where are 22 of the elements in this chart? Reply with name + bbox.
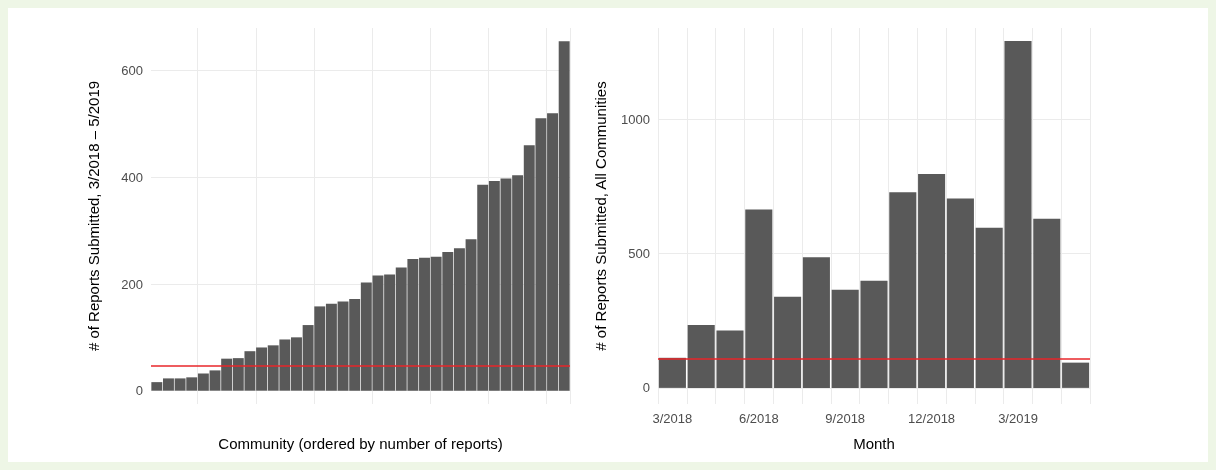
x-tick-label: 6/2018 <box>738 411 779 426</box>
y-tick-label: 0 <box>135 383 143 399</box>
y-tick-label: 200 <box>121 276 143 292</box>
y-tick-label: 0 <box>642 380 650 396</box>
bar <box>946 198 974 388</box>
x-tick-label: 3/2018 <box>652 411 693 426</box>
x-axis-title: Month <box>853 435 895 452</box>
y-tick-label: 1000 <box>621 111 650 127</box>
bar <box>918 174 946 388</box>
y-tick-label: 500 <box>628 246 650 262</box>
bar <box>802 257 830 388</box>
bar <box>774 296 802 388</box>
bar <box>658 357 686 388</box>
y-tick-label: 400 <box>121 169 143 185</box>
y-axis-title: # of Reports Submitted, All Communities <box>592 81 609 351</box>
y-tick-label: 600 <box>121 63 143 79</box>
x-tick-label: 9/2018 <box>825 411 866 426</box>
y-axis-title: # of Reports Submitted, 3/2018 – 5/2019 <box>85 80 102 352</box>
x-tick-label: 3/2019 <box>998 411 1038 426</box>
x-tick-label: 12/2018 <box>908 411 956 426</box>
bar <box>1062 362 1090 388</box>
x-axis-title: Community (ordered by number of reports) <box>218 435 503 452</box>
